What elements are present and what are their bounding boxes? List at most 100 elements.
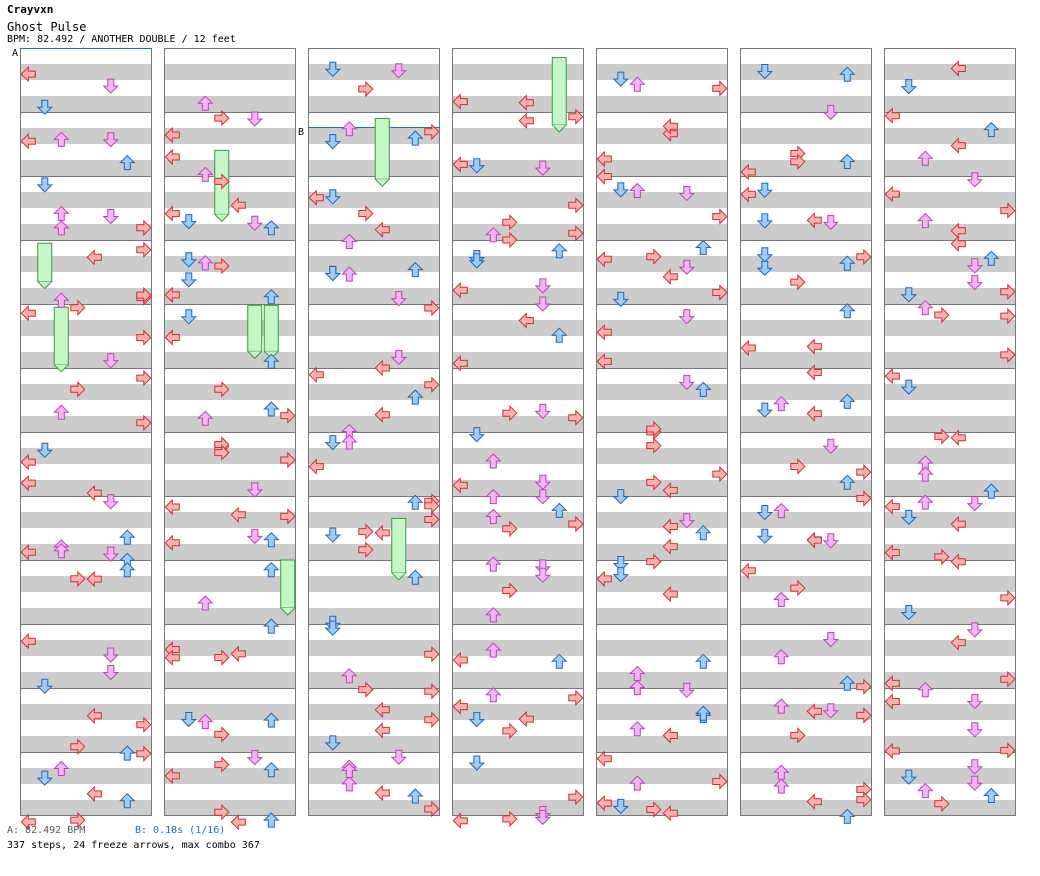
step-arrow bbox=[468, 427, 486, 443]
beat-stripe bbox=[20, 640, 152, 656]
beat-stripe bbox=[884, 736, 1016, 752]
beat-stripe bbox=[20, 256, 152, 272]
step-arrow bbox=[502, 582, 518, 599]
step-arrow bbox=[424, 645, 440, 663]
beat-stripe bbox=[884, 512, 1016, 528]
beat-stripe bbox=[740, 512, 872, 528]
step-arrow bbox=[70, 570, 86, 588]
step-arrow bbox=[612, 798, 630, 815]
step-arrow bbox=[966, 258, 984, 274]
step-arrow bbox=[102, 494, 120, 510]
step-arrow bbox=[53, 131, 70, 147]
step-arrow bbox=[102, 78, 120, 94]
beat-stripe bbox=[596, 416, 728, 432]
step-arrow bbox=[36, 442, 54, 459]
step-arrow bbox=[966, 275, 984, 291]
beat-stripe bbox=[452, 800, 584, 816]
beat-stripe bbox=[884, 320, 1016, 336]
step-arrow bbox=[678, 259, 696, 275]
beat-stripe bbox=[884, 448, 1016, 464]
beat-stripe bbox=[452, 288, 584, 304]
beat-stripe bbox=[596, 608, 728, 624]
beat-stripe bbox=[596, 768, 728, 784]
beat-stripe bbox=[452, 608, 584, 624]
step-arrow bbox=[136, 329, 152, 346]
step-arrow bbox=[551, 243, 568, 259]
step-arrow bbox=[773, 698, 790, 714]
step-arrow bbox=[900, 379, 918, 395]
step-arrow bbox=[424, 376, 440, 393]
step-arrow bbox=[822, 104, 840, 121]
step-arrow bbox=[263, 761, 280, 778]
step-arrow bbox=[662, 804, 678, 822]
beat-stripe bbox=[596, 448, 728, 464]
step-arrow bbox=[485, 508, 502, 524]
step-arrow bbox=[324, 61, 342, 78]
step-arrow bbox=[407, 494, 424, 510]
step-arrow bbox=[53, 542, 70, 559]
step-arrow bbox=[568, 409, 584, 426]
step-arrow bbox=[390, 291, 408, 307]
beat-stripe bbox=[596, 96, 728, 112]
step-arrow bbox=[452, 477, 468, 494]
step-arrow bbox=[324, 266, 342, 282]
beat-stripe bbox=[20, 416, 152, 432]
step-arrow bbox=[950, 429, 966, 446]
step-arrow bbox=[806, 338, 822, 355]
step-arrow bbox=[86, 707, 102, 725]
step-arrow bbox=[822, 438, 840, 455]
beat-stripe bbox=[20, 544, 152, 560]
beat-stripe bbox=[164, 288, 296, 304]
step-arrow bbox=[180, 712, 198, 728]
step-arrow bbox=[136, 241, 152, 259]
step-arrow bbox=[407, 130, 424, 146]
step-arrow bbox=[263, 812, 280, 828]
beat-stripe bbox=[20, 96, 152, 112]
beat-stripe bbox=[740, 736, 872, 752]
beat-stripe bbox=[164, 480, 296, 496]
step-arrow bbox=[900, 287, 918, 303]
beat-stripe bbox=[308, 480, 440, 496]
step-arrow bbox=[374, 524, 390, 542]
step-arrow bbox=[839, 303, 856, 319]
step-arrow bbox=[214, 444, 230, 461]
step-arrow bbox=[756, 528, 774, 544]
step-arrow bbox=[629, 679, 646, 696]
step-arrow bbox=[136, 745, 152, 762]
step-arrow bbox=[646, 474, 662, 491]
step-arrow bbox=[341, 762, 358, 778]
step-arrow bbox=[308, 366, 324, 384]
step-arrow bbox=[390, 749, 408, 766]
step-arrow bbox=[214, 109, 230, 127]
step-arrow bbox=[485, 642, 502, 658]
step-arrow bbox=[629, 775, 646, 791]
beat-stripe bbox=[452, 224, 584, 240]
beat-stripe bbox=[20, 704, 152, 720]
beat-stripe bbox=[308, 352, 440, 368]
step-arrow bbox=[822, 214, 840, 231]
song-artist: Crayvxn bbox=[7, 3, 54, 16]
step-arrow bbox=[612, 71, 630, 87]
step-arrow bbox=[136, 716, 152, 733]
beat-stripe bbox=[884, 160, 1016, 176]
step-arrow bbox=[485, 227, 502, 243]
beat-stripe bbox=[740, 608, 872, 624]
step-arrow bbox=[534, 567, 552, 584]
song-meta: BPM: 82.492 / ANOTHER DOUBLE / 12 feet bbox=[7, 34, 236, 45]
step-arrow bbox=[596, 150, 612, 168]
step-arrow bbox=[246, 215, 264, 231]
beat-stripe bbox=[740, 384, 872, 400]
beat-stripe bbox=[452, 320, 584, 336]
beat-stripe bbox=[308, 768, 440, 784]
step-arrow bbox=[856, 791, 872, 808]
chart-column bbox=[20, 48, 152, 816]
step-arrow bbox=[485, 556, 502, 572]
step-arrow bbox=[934, 428, 950, 445]
step-arrow bbox=[806, 364, 822, 381]
step-arrow bbox=[839, 393, 856, 409]
beat-stripe bbox=[20, 64, 152, 80]
beat-stripe bbox=[308, 64, 440, 80]
step-arrow bbox=[452, 651, 468, 669]
beat-stripe bbox=[452, 768, 584, 784]
beat-stripe bbox=[308, 640, 440, 656]
